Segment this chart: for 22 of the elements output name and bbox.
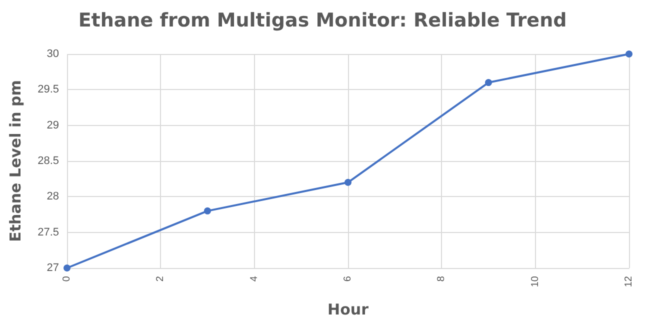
y-tick-label: 29: [46, 119, 59, 132]
y-tick-label: 28: [46, 190, 59, 203]
x-tick-label: 10: [530, 276, 541, 288]
x-tick-label: 4: [248, 276, 260, 282]
x-tick-label: 12: [624, 276, 634, 288]
chart-title: Ethane from Multigas Monitor: Reliable Trend: [78, 10, 567, 32]
point: [64, 264, 70, 272]
x-axis-title: Hour: [328, 300, 370, 318]
x-tick-label: 8: [436, 276, 448, 282]
x-tick-label: 2: [155, 276, 166, 282]
point: [485, 79, 492, 86]
y-tick-label: 27.5: [38, 226, 59, 238]
point: [204, 207, 211, 214]
point: [344, 178, 352, 186]
y-axis-title: Ethane Level in pm: [6, 80, 24, 242]
y-tick-label: 28.5: [38, 155, 59, 167]
y-tick-label: 29.5: [38, 84, 59, 96]
x-tick-label: 6: [342, 276, 354, 282]
point: [626, 50, 632, 58]
y-tick-label: 30: [46, 48, 59, 60]
y-tick-label: 27: [46, 262, 59, 274]
x-tick-label: 0: [62, 276, 72, 282]
